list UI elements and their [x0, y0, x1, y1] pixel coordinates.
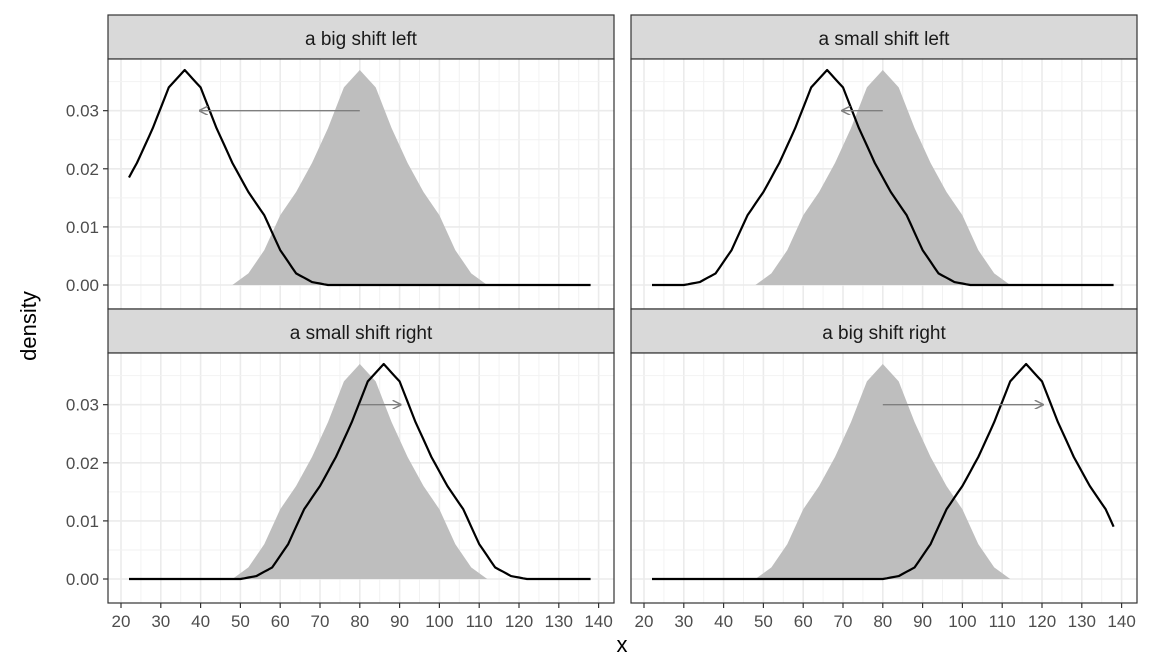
facet-strip: [107, 14, 615, 60]
x-tick-label: 80: [873, 612, 892, 631]
x-tick-label: 20: [635, 612, 654, 631]
facet-title: a small shift left: [819, 29, 951, 50]
x-tick-label: 110: [466, 612, 493, 631]
y-tick-label: 0.01: [66, 512, 99, 531]
facet-strip: [630, 14, 1138, 60]
x-tick-label: 60: [794, 612, 813, 631]
panel-border: [107, 352, 615, 604]
shifted-density-line: [652, 68, 1114, 287]
x-tick-label: 110: [989, 612, 1016, 631]
facet-panel: a small shift right 0.00 0.01 0.02 0.03 20 30 4…: [66, 308, 615, 631]
facet-panel: a big shift left 0.00 0.01 0.02 0.03: [66, 14, 615, 310]
x-tick-label: 100: [425, 612, 453, 631]
x-tick-label: 50: [231, 612, 250, 631]
x-axis-title: x: [617, 632, 628, 657]
x-tick-label: 40: [191, 612, 210, 631]
x-tick-label: 120: [1028, 612, 1056, 631]
x-tick-label: 140: [584, 612, 612, 631]
x-tick-label: 80: [350, 612, 369, 631]
y-tick-label: 0.00: [66, 276, 99, 295]
facet-title: a big shift right: [822, 323, 946, 344]
y-tick-label: 0.01: [66, 218, 99, 237]
facet-panel: a big shift right 20 30 40 50 60 70 80 90 100 110 1…: [630, 308, 1138, 631]
x-tick-label: 70: [834, 612, 853, 631]
facet-strip: [630, 308, 1138, 354]
facet-title: a big shift left: [305, 29, 418, 50]
y-tick-label: 0.03: [66, 396, 99, 415]
x-tick-label: 120: [505, 612, 533, 631]
panel-border: [630, 352, 1138, 604]
reference-density-area: [232, 70, 488, 285]
shifted-density-line: [128, 68, 591, 287]
x-tick-label: 40: [714, 612, 733, 631]
y-tick-label: 0.00: [66, 570, 99, 589]
x-tick-label: 30: [674, 612, 693, 631]
x-tick-label: 130: [545, 612, 573, 631]
x-tick-label: 90: [913, 612, 932, 631]
facet-title: a small shift right: [290, 323, 433, 344]
y-tick-label: 0.02: [66, 454, 99, 473]
x-tick-label: 20: [112, 612, 131, 631]
y-axis-title: density: [16, 291, 41, 361]
reference-density-area: [755, 364, 1011, 579]
y-tick-label: 0.03: [66, 102, 99, 121]
shifted-density-line: [652, 362, 1115, 581]
x-tick-label: 30: [151, 612, 170, 631]
x-tick-label: 70: [311, 612, 330, 631]
x-tick-label: 140: [1107, 612, 1135, 631]
x-tick-label: 130: [1068, 612, 1096, 631]
x-tick-label: 90: [390, 612, 409, 631]
shifted-density-line: [129, 362, 591, 581]
x-tick-label: 100: [948, 612, 976, 631]
facet-strip: [107, 308, 615, 354]
facet-panel: a small shift left: [630, 14, 1138, 310]
x-tick-label: 50: [754, 612, 773, 631]
x-tick-label: 60: [271, 612, 290, 631]
y-tick-label: 0.02: [66, 160, 99, 179]
